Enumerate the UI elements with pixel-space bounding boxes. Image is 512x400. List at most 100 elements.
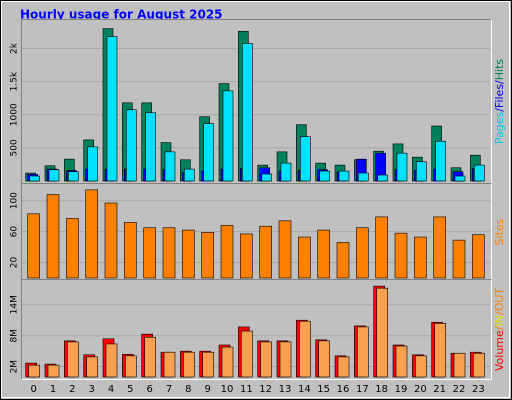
legend-entry: Volume [493,330,506,371]
bar [47,364,60,378]
bar [434,323,446,378]
bar [435,140,446,182]
bar [261,173,272,182]
bar [318,340,330,378]
bar [66,218,79,279]
bar [299,320,311,378]
x-tick-label: 0 [30,384,36,395]
x-tick-label: 23 [472,384,485,395]
bar [145,112,156,182]
bar [222,90,234,182]
bar [319,170,330,182]
x-tick-label: 6 [146,384,152,395]
legend-entry: Pages [493,112,506,145]
bar [259,225,272,279]
bar [415,355,427,378]
x-tick-label: 14 [298,384,311,395]
bar [144,336,156,378]
bar [143,227,156,279]
bar [104,202,118,279]
bar [242,43,253,182]
x-tick-label: 2 [69,384,75,395]
bar [201,232,214,279]
bar [376,287,388,378]
bar [375,216,388,279]
bar [184,168,195,182]
bar [453,352,466,378]
bar [474,164,485,182]
bar [336,242,350,279]
y-tick-label: 1000 [10,103,20,126]
x-tick-label: 17 [356,384,369,395]
x-tick-label: 22 [453,384,466,395]
bar [105,343,118,378]
bar [68,171,79,182]
bar [394,232,408,279]
bar [46,194,60,279]
y-tick-label: 100 [10,192,20,209]
legend: Sites [493,218,506,245]
bar [433,216,446,279]
bar [414,236,427,279]
bar [126,109,137,182]
x-tick-label: 4 [108,384,114,395]
bar [452,239,466,279]
bar [163,351,176,378]
y-tick-label: 500 [10,139,20,156]
bar [164,151,176,182]
x-tick-label: 20 [414,384,427,395]
bar [27,213,40,279]
legend-entry: Hits [493,59,506,81]
y-tick-label: 60 [10,226,20,238]
y-tick-label: 20 [10,257,20,269]
y-tick-label: 2M [10,360,20,374]
x-tick-label: 11 [240,384,253,395]
x-tick-label: 21 [433,384,446,395]
x-tick-label: 15 [317,384,330,395]
panel-frame [21,19,492,184]
legend-entry: / [493,80,506,84]
bar [338,170,350,182]
legend: Pages/Files/Hits [493,59,506,145]
legend-entry: Files [493,84,506,108]
bar [182,229,195,279]
bar [162,227,176,279]
bar [300,136,311,182]
x-tick-label: 5 [127,384,133,395]
bar [396,152,408,182]
legend-entry: Sites [493,218,506,245]
bar [183,351,195,378]
x-tick-label: 9 [204,384,210,395]
bar [67,341,79,378]
bar [86,356,98,378]
y-tick-label: 2k [10,42,20,54]
bar [124,222,137,279]
bar [454,175,466,182]
bar [202,351,214,378]
bar [278,220,292,279]
bar [87,146,98,182]
y-tick-label: 14M [10,295,20,314]
bar [472,234,485,279]
legend-entry: / [493,326,506,330]
legend: Volume/IN/OUT [493,288,506,372]
x-tick-label: 7 [166,384,172,395]
bar [416,161,427,182]
bar [395,345,408,378]
legend-entry: IN [493,315,506,326]
x-tick-label: 8 [185,384,191,395]
bar [221,346,234,378]
x-tick-label: 18 [375,384,388,395]
bar [337,356,350,378]
chart-title: Hourly usage for August 2025 [20,8,223,22]
x-tick-label: 16 [337,384,350,395]
bar [125,355,137,378]
bar [473,352,485,378]
bar [298,236,311,279]
x-tick-label: 19 [395,384,408,395]
x-tick-label: 1 [50,384,56,395]
y-tick-label: 1.5k [10,71,20,91]
